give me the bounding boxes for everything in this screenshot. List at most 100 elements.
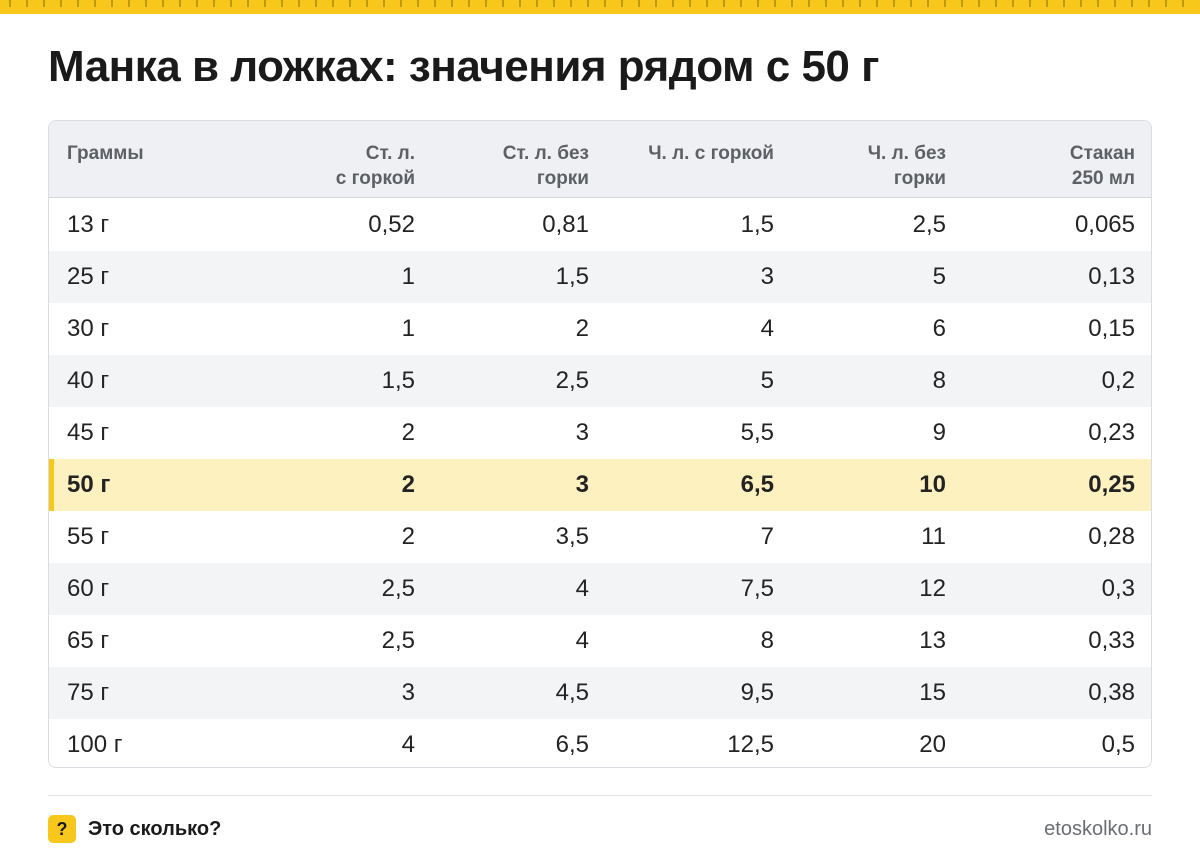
table-cell: 9,5: [740, 679, 774, 706]
table-cell: 0,5: [1101, 731, 1135, 758]
table-cell: 1: [401, 263, 415, 290]
table-cell: 0,52: [368, 211, 415, 238]
table-cell: 2,5: [381, 575, 415, 602]
table-row: 60 г 2,5 4 7,5 12 0,3: [49, 563, 1151, 615]
brand-name: Это сколько?: [88, 818, 222, 840]
table-row: 65 г 2,5 4 8 13 0,33: [49, 615, 1151, 667]
table-row: 13 г 0,52 0,81 1,5 2,5 0,065: [49, 199, 1151, 251]
table-row: 40 г 1,5 2,5 5 8 0,2: [49, 355, 1151, 407]
header-tbsp-level: Ст. л. без горки: [429, 141, 589, 191]
table-cell: 0,28: [1088, 523, 1135, 550]
table-cell: 3: [401, 679, 415, 706]
table-cell: 0,33: [1088, 627, 1135, 654]
table-cell: 3: [575, 471, 589, 498]
table-row: 100 г 4 6,5 12,5 20 0,5: [49, 719, 1151, 767]
header-tbsp-heaped-line2: с горкой: [335, 168, 415, 189]
table-cell: 0,065: [1074, 211, 1135, 238]
table-cell: 13 г: [67, 211, 110, 238]
table-cell: 15: [919, 679, 946, 706]
table-cell: 3: [760, 263, 774, 290]
header-tbsp-level-line1: Ст. л. без: [502, 143, 589, 164]
table-cell: 11: [921, 523, 946, 550]
table-row: 75 г 3 4,5 9,5 15 0,38: [49, 667, 1151, 719]
table-cell: 4,5: [555, 679, 589, 706]
table-cell: 3: [575, 419, 589, 446]
header-tsp-level-line2: горки: [893, 168, 946, 189]
table-cell: 0,38: [1088, 679, 1135, 706]
table-cell: 55 г: [67, 523, 110, 550]
table-cell: 30 г: [67, 315, 110, 342]
table-cell: 2: [575, 315, 589, 342]
header-tsp-level: Ч. л. без горки: [789, 141, 946, 191]
table-cell: 4: [760, 315, 774, 342]
header-glass-line1: Стакан: [1069, 143, 1135, 164]
table-cell: 2: [401, 419, 415, 446]
table-row: 25 г 1 1,5 3 5 0,13: [49, 251, 1151, 303]
table-cell: 6,5: [555, 731, 589, 758]
table-cell: 3,5: [555, 523, 589, 550]
table-row: 45 г 2 3 5,5 9 0,23: [49, 407, 1151, 459]
table-row-highlighted: 50 г 2 3 6,5 10 0,25: [49, 459, 1151, 511]
brand-badge-icon: ?: [48, 815, 76, 843]
table-row: 55 г 2 3,5 7 11 0,28: [49, 511, 1151, 563]
header-tbsp-heaped: Ст. л. с горкой: [265, 141, 415, 191]
table-cell: 12,5: [727, 731, 774, 758]
table-cell: 5,5: [740, 419, 774, 446]
table-cell: 9: [932, 419, 946, 446]
table-cell: 0,81: [542, 211, 589, 238]
table-cell: 4: [575, 627, 589, 654]
table-cell: 60 г: [67, 575, 110, 602]
header-tbsp-level-line2: горки: [536, 168, 589, 189]
table-cell: 25 г: [67, 263, 110, 290]
header-tsp-level-line1: Ч. л. без: [867, 143, 946, 164]
table-cell: 5: [932, 263, 946, 290]
table-cell: 40 г: [67, 367, 110, 394]
header-tsp-heaped-line1: Ч. л. с горкой: [648, 143, 774, 164]
header-glass-line2: 250 мл: [1071, 168, 1135, 189]
highlight-marker: [49, 459, 54, 511]
table-cell: 2,5: [555, 367, 589, 394]
table-cell: 8: [760, 627, 774, 654]
table-cell: 6,5: [740, 471, 774, 498]
table-cell: 1: [401, 315, 415, 342]
table-cell: 7: [760, 523, 774, 550]
table-cell: 0,23: [1088, 419, 1135, 446]
table-cell: 7,5: [740, 575, 774, 602]
header-tbsp-heaped-line1: Ст. л.: [365, 143, 415, 164]
table-cell: 4: [401, 731, 415, 758]
table-cell: 4: [575, 575, 589, 602]
table-cell: 5: [760, 367, 774, 394]
ruler-strip: [0, 0, 1200, 14]
table-cell: 100 г: [67, 731, 123, 758]
table-cell: 2: [401, 471, 415, 498]
table-cell: 10: [919, 471, 946, 498]
table-cell: 12: [919, 575, 946, 602]
table-row: 30 г 1 2 4 6 0,15: [49, 303, 1151, 355]
table-cell: 1,5: [740, 211, 774, 238]
header-glass: Стакан 250 мл: [975, 141, 1135, 191]
table-cell: 0,3: [1101, 575, 1135, 602]
footer-divider: [48, 795, 1152, 796]
page-title: Манка в ложках: значения рядом с 50 г: [48, 42, 879, 91]
table-cell: 0,2: [1101, 367, 1135, 394]
table-cell: 1,5: [381, 367, 415, 394]
table-cell: 6: [932, 315, 946, 342]
ruler-ticks: [9, 0, 1184, 7]
header-grams: Граммы: [67, 141, 267, 166]
table-cell: 2: [401, 523, 415, 550]
table-cell: 2,5: [381, 627, 415, 654]
table-cell: 0,25: [1088, 471, 1135, 498]
table-cell: 0,15: [1088, 315, 1135, 342]
site-link[interactable]: etoskolko.ru: [1044, 818, 1152, 840]
table-cell: 75 г: [67, 679, 110, 706]
table-cell: 65 г: [67, 627, 110, 654]
table-cell: 50 г: [67, 471, 111, 498]
table-cell: 2,5: [912, 211, 946, 238]
table-cell: 8: [932, 367, 946, 394]
table-cell: 20: [919, 731, 946, 758]
table-cell: 45 г: [67, 419, 110, 446]
table-header: Граммы Ст. л. с горкой Ст. л. без горки …: [49, 121, 1151, 198]
table-cell: 13: [919, 627, 946, 654]
table-cell: 0,13: [1088, 263, 1135, 290]
table-cell: 1,5: [555, 263, 589, 290]
